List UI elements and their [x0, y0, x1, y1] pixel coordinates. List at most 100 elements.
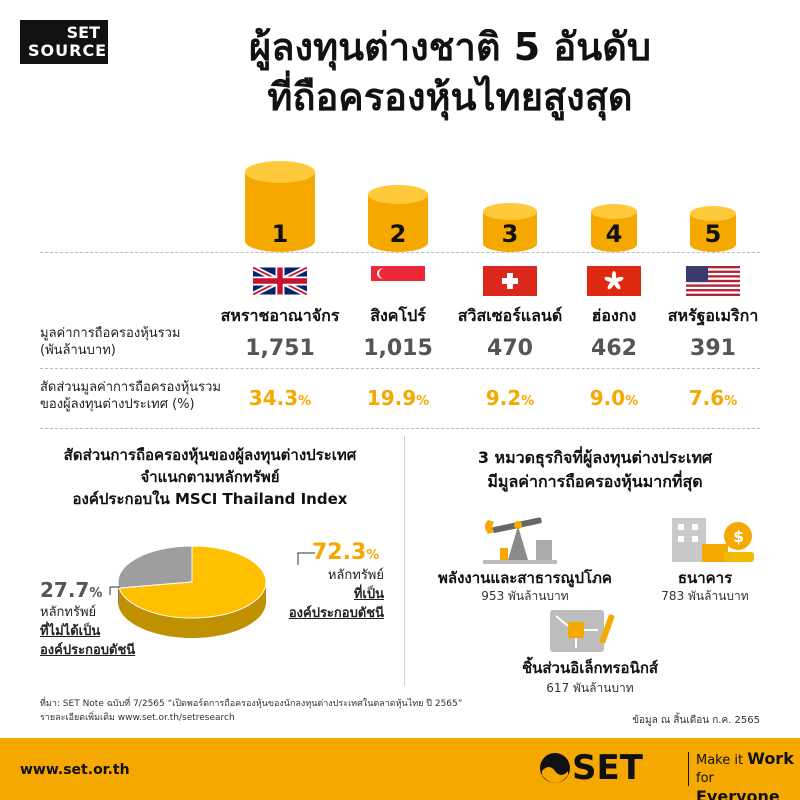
not-in-index-share-value: 27.7: [40, 578, 90, 602]
bar-1: [245, 172, 315, 252]
share-value-1: 34.3: [248, 386, 299, 410]
business-item-electronics-name: ชิ้นส่วนอิเล็กทรอนิกส์: [521, 659, 659, 677]
in-index-label-line3: องค์ประกอบดัชนี: [288, 606, 384, 621]
msci-pie-chart: [117, 545, 267, 638]
leader-line-in-index: [297, 552, 315, 565]
share-label-3: 9.2%: [450, 386, 570, 410]
pie-slice-1: [118, 545, 267, 619]
rank-label-1: 1: [271, 220, 289, 248]
brand-slogan: Make it Work for Everyone: [696, 750, 800, 800]
data-as-of: ข้อมูล ณ สิ้นเดือน ก.ค. 2565: [632, 715, 760, 726]
pie-title-line1: สัดส่วนการถือครองหุ้นของผู้ลงทุนต่างประเ…: [63, 446, 357, 464]
source-note-line1: ที่มา: SET Note ฉบับที่ 7/2565 “เปิดพอร์…: [40, 699, 463, 709]
value-row-label-line2: (พันล้านบาท): [40, 343, 116, 358]
country-label-2: สิงคโปร์: [370, 306, 426, 325]
pie-title-line2: จำแนกตามหลักทรัพย์: [140, 468, 280, 486]
share-label-2: 19.9%: [338, 386, 458, 410]
not-in-index-label-line2: ที่ไม่ได้เป็น: [40, 624, 101, 639]
source-note: ที่มา: SET Note ฉบับที่ 7/2565 “เปิดพอร์…: [40, 697, 462, 725]
pie-side-1-0: [119, 582, 266, 638]
not-in-index-share-unit: %: [89, 586, 103, 601]
share-unit-4: %: [625, 394, 639, 409]
set-brand-text: SET: [572, 748, 643, 788]
pie-section-title: สัดส่วนการถือครองหุ้นของผู้ลงทุนต่างประเ…: [20, 444, 400, 510]
not-in-index-label-line3: องค์ประกอบดัชนี: [40, 643, 136, 658]
business-item-bank-name: ธนาคาร: [677, 569, 733, 587]
hong-kong-flag-icon: [587, 266, 641, 296]
value-label-1: 1,751: [245, 336, 315, 361]
value-label-2: 1,015: [363, 336, 433, 361]
share-value-2: 19.9: [366, 386, 417, 410]
set-source-logo: SET SOURCE: [20, 20, 108, 64]
in-index-share-value: 72.3: [312, 540, 367, 565]
share-value-4: 9.0: [589, 386, 626, 410]
not-in-index-share: 27.7%: [40, 578, 102, 602]
value-label-5: 391: [690, 336, 736, 361]
brand-separator: [688, 752, 689, 786]
bar-top-5: [690, 206, 736, 222]
slogan-part1b: Work: [747, 749, 794, 768]
share-value-3: 9.2: [485, 386, 522, 410]
country-label-1: สหราชอาณาจักร: [220, 306, 340, 325]
slogan-part2a: for: [696, 771, 714, 786]
business-section-title: 3 หมวดธุรกิจที่ผู้ลงทุนต่างประเทศ มีมูลค…: [410, 446, 780, 494]
website-link[interactable]: www.set.or.th: [20, 762, 130, 778]
share-row-label-line1: สัดส่วนมูลค่าการถือครองหุ้นรวม: [40, 380, 222, 395]
not-in-index-label-line1: หลักทรัพย์: [40, 605, 97, 620]
share-label-4: 9.0%: [554, 386, 674, 410]
bank-coins-icon: $: [672, 518, 754, 562]
svg-text:$: $: [733, 527, 744, 546]
country-label-4: ฮ่องกง: [591, 306, 637, 325]
chart-baseline: [40, 252, 760, 253]
share-unit-3: %: [521, 394, 535, 409]
rank-label-4: 4: [605, 220, 623, 248]
value-label-3: 470: [487, 336, 533, 361]
page-title: ผู้ลงทุนต่างชาติ 5 อันดับ ที่ถือครองหุ้น…: [120, 22, 780, 122]
not-in-index-label: หลักทรัพย์ ที่ไม่ได้เป็น องค์ประกอบดัชนี: [40, 603, 135, 660]
business-title-line2: มีมูลค่าการถือครองหุ้นมากที่สุด: [487, 472, 703, 491]
uk-flag-icon: [253, 266, 307, 296]
slogan-part2b: Everyone: [696, 787, 780, 800]
circuit-board-icon: [550, 610, 615, 652]
pie-leader-lines: [109, 552, 315, 595]
in-index-share-unit: %: [366, 548, 380, 563]
title-line2: ที่ถือครองหุ้นไทยสูงสุด: [267, 75, 633, 119]
share-unit-2: %: [416, 394, 430, 409]
section-divider: [40, 428, 760, 429]
title-line1: ผู้ลงทุนต่างชาติ 5 อันดับ: [248, 25, 651, 69]
business-item-bank-value: 783 พันล้านบาท: [661, 589, 749, 603]
usa-flag-icon: [686, 266, 740, 296]
rank-label-5: 5: [704, 220, 722, 248]
in-index-label-line2: ที่เป็น: [353, 587, 384, 602]
singapore-flag-icon: [371, 266, 425, 296]
rank-label-2: 2: [389, 220, 407, 248]
bar-top-2: [368, 185, 428, 205]
value-label-4: 462: [591, 336, 637, 361]
leader-line-not-in-index: [109, 586, 120, 595]
share-row-label-line2: ของผู้ลงทุนต่างประเทศ (%): [40, 397, 195, 412]
share-unit-1: %: [298, 394, 312, 409]
business-item-energy-value: 953 พันล้านบาท: [481, 589, 569, 603]
share-label-5: 7.6%: [653, 386, 773, 410]
logo-line1: SET: [66, 23, 100, 42]
rank-label-3: 3: [501, 220, 519, 248]
share-unit-5: %: [724, 394, 738, 409]
bar-top-1: [245, 161, 315, 183]
bar-top-3: [483, 203, 537, 220]
share-value-5: 7.6: [688, 386, 725, 410]
source-note-line2: รายละเอียดเพิ่มเติม www.set.or.th/setres…: [40, 713, 235, 723]
switzerland-flag-icon: [483, 266, 537, 296]
business-title-line1: 3 หมวดธุรกิจที่ผู้ลงทุนต่างประเทศ: [477, 448, 713, 467]
footer-bar: www.set.or.th SET Make it Work for Every…: [0, 738, 800, 800]
oil-pump-icon: [483, 517, 557, 564]
share-label-1: 34.3%: [220, 386, 340, 410]
column-divider: [404, 436, 405, 686]
in-index-share: 72.3%: [312, 540, 379, 565]
country-label-5: สหรัฐอเมริกา: [667, 306, 759, 325]
pie-title-line3: องค์ประกอบใน MSCI Thailand Index: [72, 490, 348, 508]
pie-slice-0: [117, 545, 193, 589]
country-label-3: สวิสเซอร์แลนด์: [457, 306, 563, 325]
in-index-label: หลักทรัพย์ ที่เป็น องค์ประกอบดัชนี: [284, 566, 384, 623]
slogan-part1a: Make it: [696, 753, 748, 768]
in-index-label-line1: หลักทรัพย์: [327, 568, 384, 583]
